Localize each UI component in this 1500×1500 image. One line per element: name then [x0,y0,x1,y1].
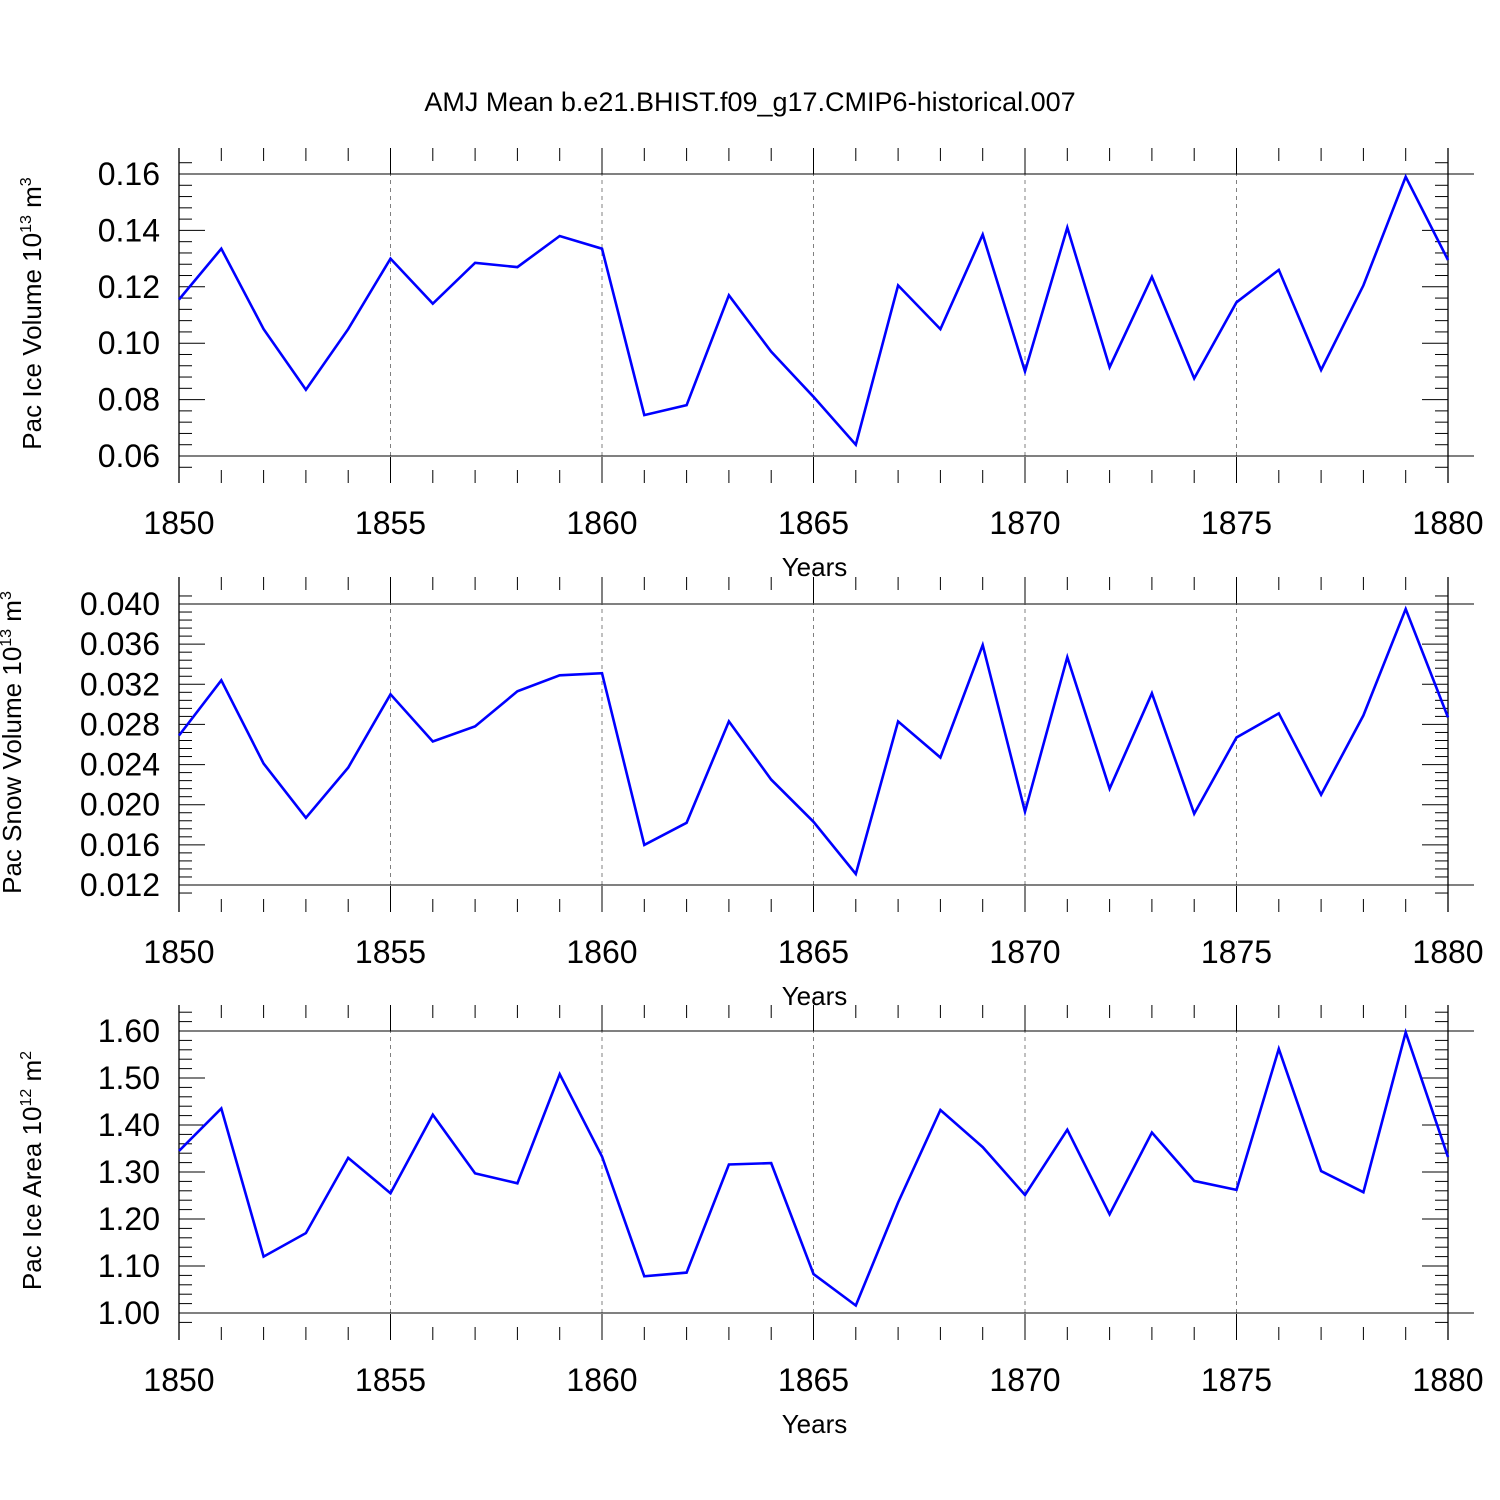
x-tick-label: 1875 [1201,505,1272,541]
x-tick-label: 1860 [566,934,637,970]
x-axis-title: Years [782,552,848,582]
y-tick-label: 0.012 [80,867,160,903]
y-tick-label: 0.032 [80,666,160,702]
y-axis-title: Pac Snow Volume 1013 m3 [0,591,27,894]
y-axis-title: Pac Ice Volume 1013 m3 [17,177,47,450]
y-tick-label: 0.06 [98,438,160,474]
y-tick-label: 0.016 [80,827,160,863]
x-tick-label: 1850 [143,934,214,970]
series-line [177,605,1450,877]
x-tick-label: 1880 [1412,505,1483,541]
x-tick-label: 1870 [989,934,1060,970]
series-line [178,1027,1450,1308]
y-tick-label: 0.036 [80,626,160,662]
chart-panel-1: 0.06 0.08 0.10 0.12 0.14 0.16 1850 1855 1860 1865… [17,148,1484,582]
y-tick-label: 1.00 [98,1295,160,1331]
y-tick-label: 0.040 [80,586,160,622]
x-tick-label: 1850 [143,505,214,541]
chart-panel-2: 0.012 0.016 0.020 0.024 0.028 0.032 0.036 0.040… [0,577,1484,1011]
x-tick-label: 1870 [989,505,1060,541]
chart-panel-3: 1.00 1.10 1.20 1.30 1.40 1.50 1.60 1850 1855 1860… [17,1005,1484,1439]
figure-title: AMJ Mean b.e21.BHIST.f09_g17.CMIP6-histo… [424,87,1075,117]
x-tick-label: 1880 [1412,1362,1483,1398]
y-tick-label: 0.12 [98,269,160,305]
x-tick-label: 1860 [566,505,637,541]
y-tick-label: 0.14 [98,212,160,248]
x-tick-label: 1865 [778,505,849,541]
y-tick-label: 0.16 [98,156,160,192]
y-tick-label: 1.30 [98,1154,160,1190]
y-tick-label: 1.60 [98,1013,160,1049]
x-tick-label: 1850 [143,1362,214,1398]
series-line [178,173,1450,448]
panels-container: 0.06 0.08 0.10 0.12 0.14 0.16 1850 1855 1860 1865… [0,148,1484,1439]
y-axis-title: Pac Ice Area 1012 m2 [17,1051,47,1290]
y-tick-label: 0.08 [98,382,160,418]
x-tick-label: 1860 [566,1362,637,1398]
x-tick-label: 1855 [355,1362,426,1398]
x-tick-label: 1865 [778,1362,849,1398]
y-tick-label: 1.20 [98,1201,160,1237]
x-axis-title: Years [782,981,848,1011]
y-tick-label: 0.10 [98,325,160,361]
x-tick-label: 1870 [989,1362,1060,1398]
y-tick-label: 1.40 [98,1107,160,1143]
x-tick-label: 1875 [1201,1362,1272,1398]
y-tick-label: 1.10 [98,1248,160,1284]
y-tick-label: 0.028 [80,706,160,742]
x-tick-label: 1875 [1201,934,1272,970]
x-tick-label: 1855 [355,934,426,970]
x-tick-label: 1865 [778,934,849,970]
x-tick-label: 1855 [355,505,426,541]
y-tick-label: 1.50 [98,1060,160,1096]
y-tick-label: 0.020 [80,787,160,823]
y-tick-label: 0.024 [80,747,160,783]
x-tick-label: 1880 [1412,934,1483,970]
x-axis-title: Years [782,1409,848,1439]
